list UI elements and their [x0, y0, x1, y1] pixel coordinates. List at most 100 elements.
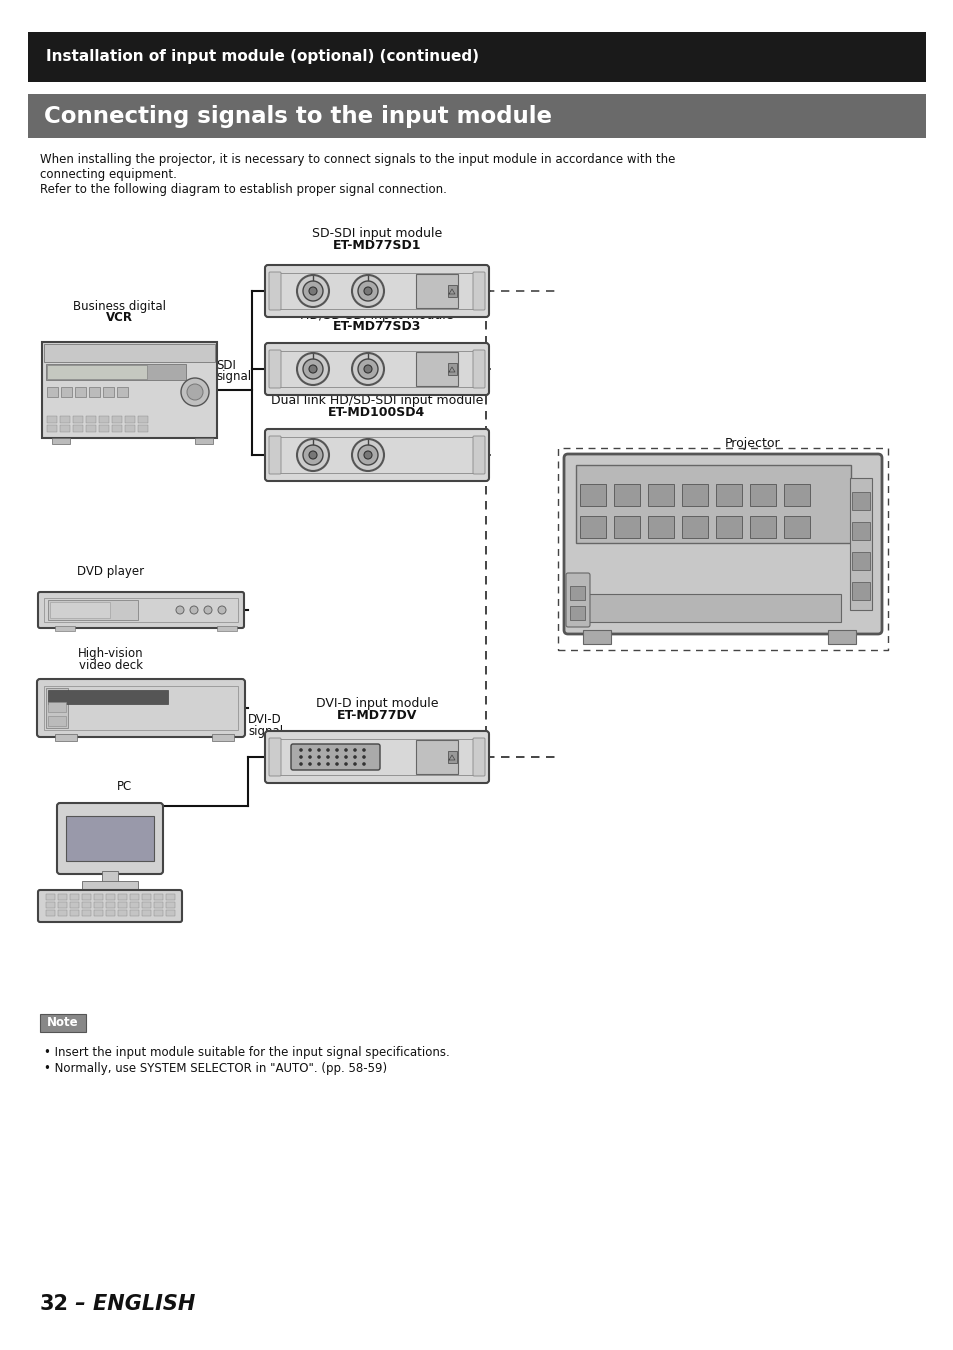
- Circle shape: [362, 755, 365, 759]
- Circle shape: [364, 451, 372, 459]
- Circle shape: [364, 364, 372, 373]
- Bar: [118, 894, 127, 900]
- Text: Note: Note: [47, 1017, 79, 1030]
- Bar: [58, 910, 67, 917]
- Bar: [70, 894, 79, 900]
- Circle shape: [344, 748, 348, 752]
- Text: • Insert the input module suitable for the input signal specifications.: • Insert the input module suitable for t…: [44, 1046, 449, 1058]
- Bar: [48, 716, 66, 726]
- Bar: [212, 734, 233, 741]
- Bar: [166, 902, 174, 909]
- Text: Installation of input module (optional) (continued): Installation of input module (optional) …: [46, 50, 478, 65]
- Text: Dual link HD/SD-SDI input module: Dual link HD/SD-SDI input module: [271, 394, 482, 406]
- FancyBboxPatch shape: [565, 572, 589, 626]
- Text: ET-MD77DV: ET-MD77DV: [336, 709, 416, 722]
- Circle shape: [309, 364, 316, 373]
- Bar: [106, 910, 115, 917]
- Circle shape: [344, 763, 348, 765]
- Bar: [851, 552, 869, 570]
- Bar: [28, 32, 925, 82]
- Circle shape: [299, 763, 302, 765]
- Bar: [82, 894, 91, 900]
- Bar: [783, 485, 809, 506]
- Bar: [70, 910, 79, 917]
- Bar: [60, 425, 70, 432]
- Bar: [46, 688, 68, 728]
- Bar: [50, 602, 110, 618]
- Bar: [102, 871, 118, 883]
- Bar: [194, 437, 213, 444]
- Circle shape: [175, 606, 184, 614]
- Bar: [44, 344, 214, 362]
- Text: ET-MD77SD1: ET-MD77SD1: [333, 239, 421, 252]
- Bar: [47, 425, 57, 432]
- Bar: [130, 902, 139, 909]
- Bar: [582, 630, 610, 644]
- Text: signal: signal: [248, 725, 283, 738]
- Bar: [99, 416, 109, 423]
- Bar: [130, 910, 139, 917]
- Text: SDI: SDI: [215, 359, 235, 373]
- Bar: [153, 910, 163, 917]
- Bar: [569, 586, 584, 599]
- Bar: [849, 478, 871, 610]
- Circle shape: [299, 755, 302, 759]
- Bar: [106, 894, 115, 900]
- Circle shape: [299, 748, 302, 752]
- Bar: [44, 598, 237, 622]
- Bar: [579, 485, 605, 506]
- Bar: [58, 902, 67, 909]
- Text: Connecting signals to the input module: Connecting signals to the input module: [44, 104, 552, 127]
- Bar: [118, 910, 127, 917]
- Bar: [681, 485, 707, 506]
- Bar: [82, 882, 138, 890]
- Circle shape: [204, 606, 212, 614]
- FancyBboxPatch shape: [265, 265, 489, 317]
- Circle shape: [362, 763, 365, 765]
- FancyBboxPatch shape: [37, 679, 245, 737]
- Circle shape: [335, 748, 338, 752]
- Bar: [75, 387, 86, 397]
- Circle shape: [344, 755, 348, 759]
- Circle shape: [353, 755, 356, 759]
- Bar: [94, 910, 103, 917]
- Bar: [448, 751, 456, 763]
- FancyBboxPatch shape: [57, 803, 163, 873]
- Circle shape: [181, 378, 209, 406]
- FancyBboxPatch shape: [269, 738, 281, 776]
- Bar: [138, 416, 148, 423]
- Text: connecting equipment.: connecting equipment.: [40, 167, 176, 181]
- Bar: [142, 902, 151, 909]
- Text: HD/SD-SDI input module: HD/SD-SDI input module: [300, 309, 454, 323]
- Circle shape: [326, 748, 330, 752]
- Circle shape: [303, 359, 323, 379]
- Bar: [52, 437, 70, 444]
- Text: DVI-D: DVI-D: [248, 713, 281, 726]
- Bar: [46, 894, 55, 900]
- Circle shape: [296, 439, 329, 471]
- FancyBboxPatch shape: [473, 271, 484, 310]
- FancyBboxPatch shape: [473, 738, 484, 776]
- Bar: [89, 387, 100, 397]
- Bar: [48, 702, 66, 711]
- Circle shape: [303, 281, 323, 301]
- Circle shape: [362, 748, 365, 752]
- Circle shape: [309, 288, 316, 296]
- Bar: [86, 416, 96, 423]
- Bar: [73, 425, 83, 432]
- Circle shape: [296, 275, 329, 306]
- Circle shape: [364, 288, 372, 296]
- FancyBboxPatch shape: [291, 744, 379, 769]
- Bar: [851, 491, 869, 510]
- Bar: [153, 902, 163, 909]
- Bar: [48, 599, 138, 620]
- Bar: [647, 516, 673, 539]
- Bar: [153, 894, 163, 900]
- Bar: [40, 1014, 86, 1031]
- Text: 32: 32: [40, 1295, 69, 1314]
- Text: DVI-D input module: DVI-D input module: [315, 697, 437, 710]
- Bar: [579, 516, 605, 539]
- FancyBboxPatch shape: [473, 436, 484, 474]
- Bar: [647, 485, 673, 506]
- Bar: [142, 910, 151, 917]
